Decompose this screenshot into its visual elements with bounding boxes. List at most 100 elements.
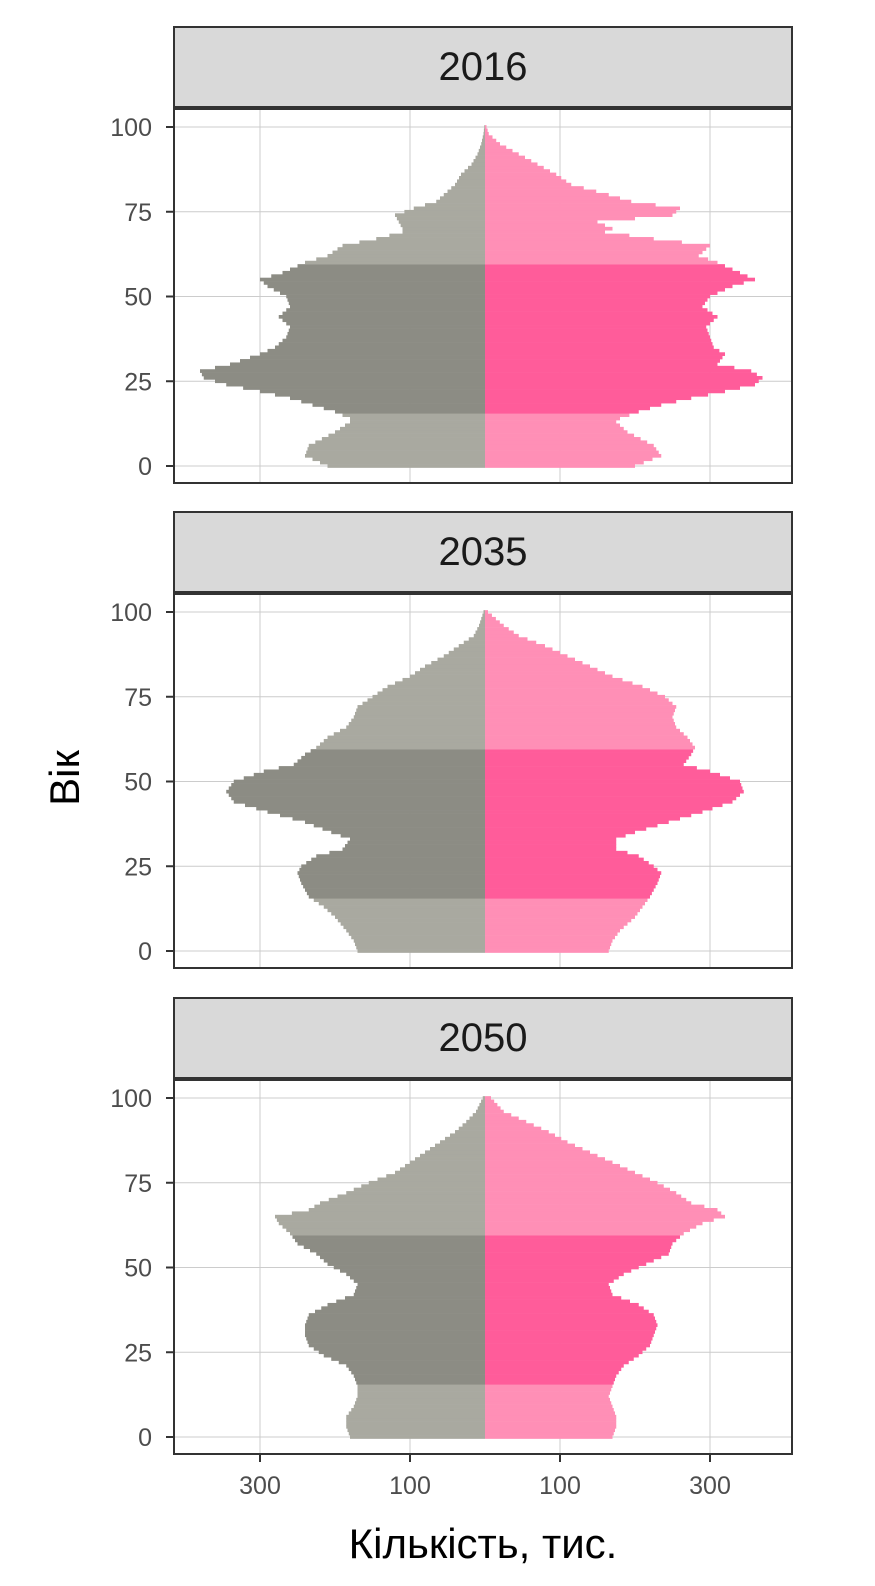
bar [342, 243, 485, 248]
bar [483, 610, 485, 614]
bar [476, 1109, 485, 1114]
bar [485, 816, 680, 821]
bar [485, 796, 737, 801]
bar [485, 142, 500, 146]
bar [485, 769, 710, 774]
bar [315, 440, 485, 445]
bar [485, 725, 677, 730]
bar [485, 413, 630, 417]
x-tick-label: 100 [539, 1472, 581, 1500]
bar [356, 1380, 485, 1385]
bar [485, 610, 488, 614]
bar [345, 844, 485, 848]
bar [356, 708, 485, 713]
bar [282, 270, 485, 275]
y-tick-label: 25 [124, 1339, 152, 1367]
bar [340, 922, 486, 926]
bar [299, 867, 486, 872]
bar [485, 1404, 613, 1409]
bar [485, 718, 674, 723]
bar [353, 1374, 485, 1378]
y-tick-label: 75 [124, 1170, 152, 1198]
bar [361, 1184, 485, 1188]
bar [481, 1099, 485, 1104]
bar [310, 749, 486, 753]
bar [305, 1323, 485, 1327]
bar [389, 233, 486, 238]
bar [485, 311, 713, 316]
bar [305, 260, 485, 265]
bar [485, 620, 500, 625]
bar [485, 1296, 622, 1300]
bar [267, 810, 485, 814]
bar [485, 616, 496, 621]
bar [386, 1174, 485, 1178]
bar [485, 864, 654, 869]
bar [485, 671, 605, 675]
bar [485, 1126, 542, 1131]
bar [420, 667, 485, 672]
bar [343, 925, 485, 930]
bar [447, 189, 485, 194]
bar [290, 267, 485, 272]
bar [348, 1411, 485, 1416]
bar [425, 1150, 485, 1155]
bar [485, 1113, 512, 1117]
bar [485, 1336, 653, 1341]
bar [485, 199, 632, 204]
bar [346, 1421, 485, 1426]
bar [485, 1160, 613, 1165]
bar [475, 155, 485, 160]
bar [479, 1102, 486, 1107]
bar [485, 1102, 498, 1107]
bar [420, 1153, 485, 1158]
bar [260, 277, 485, 282]
bar [485, 345, 714, 350]
bar [395, 213, 485, 217]
bar [436, 199, 485, 204]
bar [485, 891, 652, 896]
bar [485, 1299, 630, 1304]
bar [355, 1289, 485, 1294]
bar [485, 867, 658, 872]
bar [485, 1384, 613, 1388]
bar [485, 1201, 692, 1205]
bar [485, 1157, 605, 1161]
bar [485, 1252, 669, 1256]
bar [485, 1282, 609, 1287]
bar [357, 1384, 485, 1388]
bar [485, 379, 759, 384]
bar [286, 321, 485, 326]
bar [485, 145, 507, 150]
x-tick-label: 300 [689, 1472, 731, 1500]
bar [323, 1353, 485, 1358]
bar [461, 172, 485, 177]
bar [348, 722, 485, 726]
bar [466, 1119, 485, 1124]
bar [485, 264, 725, 268]
bar [485, 433, 635, 438]
bar [485, 1130, 549, 1134]
bar [485, 355, 723, 360]
bar [435, 1143, 485, 1148]
bar [485, 1347, 647, 1351]
bar [477, 627, 485, 631]
bar [286, 1228, 485, 1233]
bar [337, 1194, 485, 1199]
bar [485, 894, 650, 899]
bar [278, 1221, 485, 1226]
bar [308, 1343, 485, 1348]
bar [485, 657, 575, 662]
bar [485, 240, 682, 245]
bar [357, 705, 485, 709]
bar [290, 396, 485, 401]
bar [338, 1360, 485, 1365]
bar [321, 1306, 485, 1311]
bar [485, 749, 694, 753]
bar [430, 1147, 485, 1151]
bar [485, 348, 720, 353]
series-left [200, 125, 486, 468]
bar [482, 135, 485, 140]
bar [440, 196, 485, 201]
